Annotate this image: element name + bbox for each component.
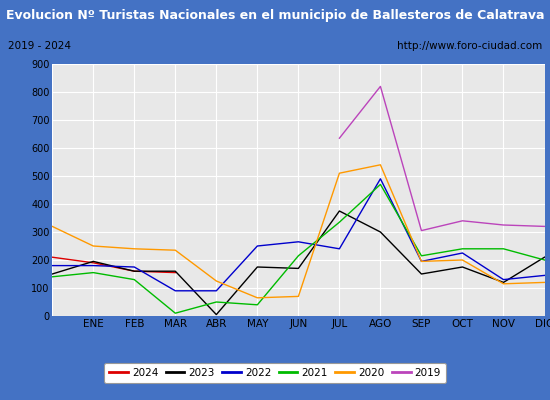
Legend: 2024, 2023, 2022, 2021, 2020, 2019: 2024, 2023, 2022, 2021, 2020, 2019	[104, 363, 446, 383]
Text: 2019 - 2024: 2019 - 2024	[8, 41, 71, 51]
Text: Evolucion Nº Turistas Nacionales en el municipio de Ballesteros de Calatrava: Evolucion Nº Turistas Nacionales en el m…	[6, 10, 544, 22]
Text: http://www.foro-ciudad.com: http://www.foro-ciudad.com	[397, 41, 542, 51]
